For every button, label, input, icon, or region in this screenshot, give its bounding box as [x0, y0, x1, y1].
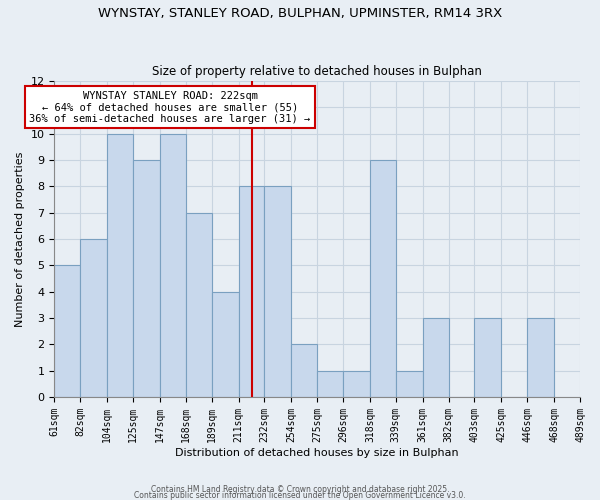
Bar [370, 160, 396, 397]
Bar [107, 134, 133, 397]
Bar [160, 134, 186, 397]
X-axis label: Distribution of detached houses by size in Bulphan: Distribution of detached houses by size … [175, 448, 459, 458]
Bar [186, 212, 212, 397]
Bar [317, 370, 343, 397]
Title: Size of property relative to detached houses in Bulphan: Size of property relative to detached ho… [152, 66, 482, 78]
Bar [292, 344, 317, 397]
Bar [475, 318, 502, 397]
Bar [133, 160, 160, 397]
Bar [423, 318, 449, 397]
Bar [80, 239, 107, 397]
Bar [212, 292, 239, 397]
Bar [239, 186, 265, 397]
Bar [55, 266, 80, 397]
Bar [527, 318, 554, 397]
Y-axis label: Number of detached properties: Number of detached properties [15, 152, 25, 326]
Text: Contains HM Land Registry data © Crown copyright and database right 2025.: Contains HM Land Registry data © Crown c… [151, 484, 449, 494]
Bar [265, 186, 292, 397]
Bar [343, 370, 370, 397]
Text: WYNSTAY STANLEY ROAD: 222sqm
← 64% of detached houses are smaller (55)
36% of se: WYNSTAY STANLEY ROAD: 222sqm ← 64% of de… [29, 90, 311, 124]
Text: WYNSTAY, STANLEY ROAD, BULPHAN, UPMINSTER, RM14 3RX: WYNSTAY, STANLEY ROAD, BULPHAN, UPMINSTE… [98, 8, 502, 20]
Bar [396, 370, 423, 397]
Text: Contains public sector information licensed under the Open Government Licence v3: Contains public sector information licen… [134, 490, 466, 500]
